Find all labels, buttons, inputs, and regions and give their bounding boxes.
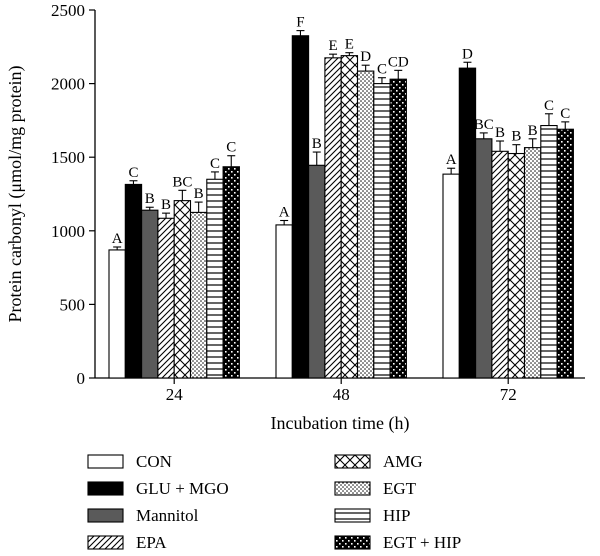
bar bbox=[556, 128, 574, 379]
significance-label: C bbox=[210, 156, 220, 172]
significance-label: C bbox=[226, 140, 236, 156]
legend: CON GLU + MGO Mannitol EPA AMG EGT HIP EGT + HI… bbox=[87, 452, 461, 552]
bar bbox=[458, 67, 477, 379]
legend-label: GLU + MGO bbox=[136, 479, 229, 498]
y-tick-label: 1500 bbox=[51, 148, 85, 167]
y-tick-label: 2500 bbox=[51, 1, 85, 20]
legend-swatch bbox=[87, 508, 124, 523]
bar bbox=[206, 178, 224, 379]
bar bbox=[108, 249, 126, 379]
x-tick-label: 72 bbox=[500, 385, 517, 404]
significance-label: B bbox=[511, 129, 521, 145]
significance-label: C bbox=[377, 62, 387, 78]
bar bbox=[275, 224, 293, 379]
significance-label: CD bbox=[388, 54, 409, 70]
y-tick-label: 1000 bbox=[51, 222, 85, 241]
significance-label: BC bbox=[172, 174, 192, 190]
legend-label: CON bbox=[136, 452, 172, 471]
legend-swatch bbox=[87, 481, 124, 496]
significance-label: A bbox=[446, 152, 457, 168]
significance-label: D bbox=[360, 49, 371, 65]
significance-label: A bbox=[112, 231, 123, 247]
legend-swatch bbox=[87, 535, 124, 550]
legend-label: EGT bbox=[383, 479, 417, 498]
bar bbox=[540, 125, 558, 379]
bar bbox=[373, 83, 391, 379]
bar bbox=[340, 55, 359, 379]
significance-label: D bbox=[462, 46, 473, 62]
significance-label: C bbox=[128, 165, 138, 181]
bar bbox=[389, 78, 407, 379]
bar bbox=[475, 138, 493, 379]
bar bbox=[523, 147, 542, 379]
legend-label: HIP bbox=[383, 506, 410, 525]
significance-label: F bbox=[296, 15, 304, 31]
bar bbox=[324, 57, 342, 379]
significance-label: E bbox=[328, 38, 337, 54]
significance-label: BC bbox=[474, 117, 494, 133]
significance-label: B bbox=[312, 136, 322, 152]
bar bbox=[124, 183, 143, 379]
significance-label: A bbox=[279, 204, 290, 220]
y-tick-label: 500 bbox=[60, 295, 86, 314]
x-axis: 24 48 72 bbox=[166, 378, 517, 404]
x-tick-label: 24 bbox=[166, 385, 184, 404]
significance-label: C bbox=[544, 98, 554, 114]
legend-swatch bbox=[334, 481, 371, 496]
legend-label: EGT + HIP bbox=[383, 533, 461, 552]
y-axis: 0 500 1000 1500 2000 2500 bbox=[51, 1, 95, 388]
x-axis-title: Incubation time (h) bbox=[271, 413, 410, 434]
significance-label: B bbox=[161, 197, 171, 213]
bar bbox=[141, 209, 159, 379]
bar bbox=[222, 166, 240, 379]
y-tick-label: 2000 bbox=[51, 75, 85, 94]
significance-label: C bbox=[560, 106, 570, 122]
legend-swatch bbox=[334, 454, 371, 469]
y-tick-label: 0 bbox=[77, 369, 86, 388]
legend-swatch bbox=[334, 508, 371, 523]
bar bbox=[291, 35, 310, 379]
bar bbox=[173, 200, 192, 379]
legend-label: AMG bbox=[383, 452, 423, 471]
x-tick-label: 48 bbox=[333, 385, 350, 404]
bar bbox=[442, 173, 460, 379]
bar bbox=[157, 217, 175, 379]
legend-swatch bbox=[87, 454, 124, 469]
bar bbox=[308, 164, 326, 379]
significance-label: E bbox=[345, 37, 354, 53]
y-axis-title: Protein carbonyl (μmol/mg protein) bbox=[5, 65, 26, 322]
bar bbox=[356, 70, 375, 379]
significance-label: B bbox=[194, 186, 204, 202]
bar bbox=[491, 150, 509, 379]
bar bbox=[189, 211, 208, 379]
legend-label: EPA bbox=[136, 533, 167, 552]
legend-swatch bbox=[334, 535, 371, 550]
legend-label: Mannitol bbox=[136, 506, 199, 525]
bar bbox=[507, 152, 526, 379]
significance-label: B bbox=[495, 125, 505, 141]
significance-label: B bbox=[145, 191, 155, 207]
significance-label: B bbox=[528, 123, 538, 139]
